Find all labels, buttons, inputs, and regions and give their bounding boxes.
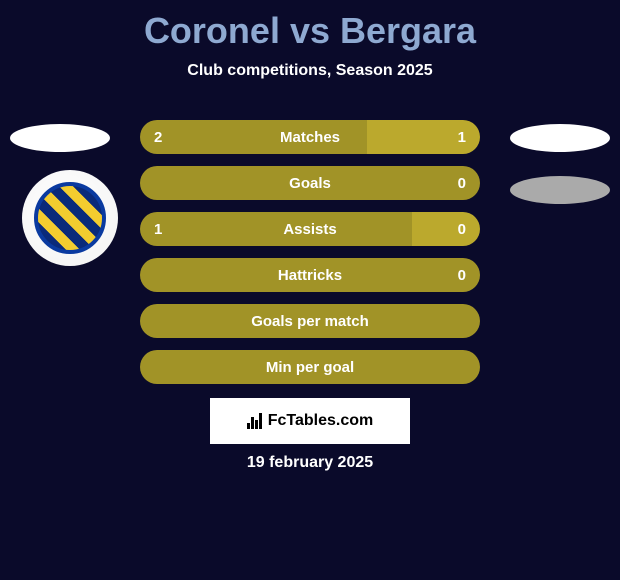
- stat-row: Matches 2 1: [140, 120, 480, 154]
- stat-row: Hattricks 0: [140, 258, 480, 292]
- date: 19 february 2025: [0, 454, 620, 472]
- stat-row: Assists 1 0: [140, 212, 480, 246]
- player-right-ellipse-2: [510, 176, 610, 204]
- stats-panel: Matches21Goals0Assists10Hattricks0Goals …: [140, 120, 480, 396]
- stat-row: Min per goal: [140, 350, 480, 384]
- stat-value-left: 1: [154, 212, 162, 246]
- fctables-badge: FcTables.com: [210, 398, 410, 444]
- fctables-label: FcTables.com: [268, 412, 374, 430]
- subtitle: Club competitions, Season 2025: [0, 62, 620, 80]
- stat-label: Assists: [283, 221, 336, 238]
- stat-label: Hattricks: [278, 267, 342, 284]
- stat-value-left: 2: [154, 120, 162, 154]
- club-crest-inner: [34, 182, 106, 254]
- stat-value-right: 0: [458, 166, 466, 200]
- club-crest: [22, 170, 118, 266]
- stat-label: Goals per match: [251, 313, 369, 330]
- page-title: Coronel vs Bergara: [0, 0, 620, 52]
- stat-label: Matches: [280, 129, 340, 146]
- stat-value-right: 0: [458, 212, 466, 246]
- stat-label: Min per goal: [266, 359, 354, 376]
- stat-value-right: 1: [458, 120, 466, 154]
- stat-label: Goals: [289, 175, 331, 192]
- stat-value-right: 0: [458, 258, 466, 292]
- stat-row: Goals 0: [140, 166, 480, 200]
- player-left-ellipse: [10, 124, 110, 152]
- stat-row: Goals per match: [140, 304, 480, 338]
- player-right-ellipse-1: [510, 124, 610, 152]
- bar-chart-icon: [247, 413, 262, 429]
